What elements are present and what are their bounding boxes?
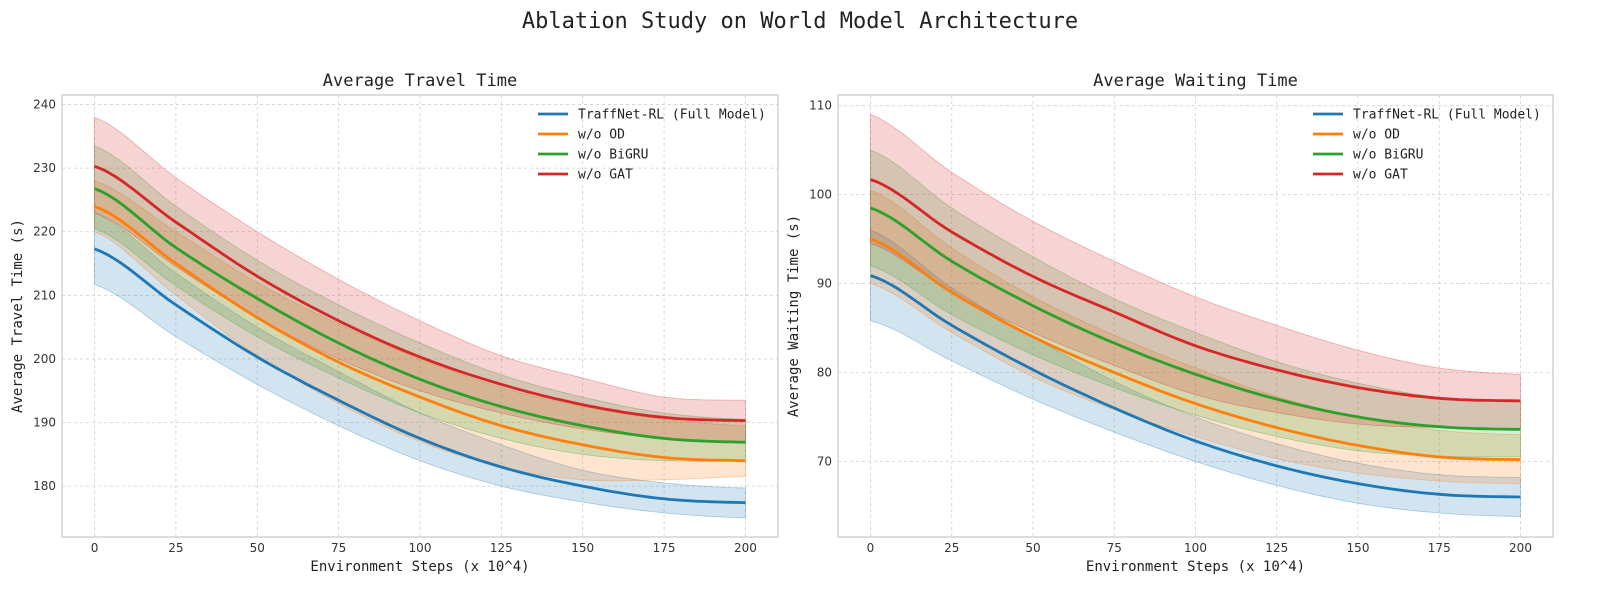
x-axis-label: Environment Steps (x 10^4) bbox=[1086, 559, 1305, 575]
y-tick-label: 180 bbox=[33, 479, 56, 493]
legend-label: w/o BiGRU bbox=[1353, 148, 1423, 163]
y-tick-label: 110 bbox=[809, 99, 832, 113]
x-tick-label: 75 bbox=[1107, 541, 1122, 555]
x-axis-label: Environment Steps (x 10^4) bbox=[310, 559, 529, 575]
confidence-band bbox=[870, 189, 1521, 485]
legend-label: w/o BiGRU bbox=[578, 148, 648, 163]
x-tick-label: 100 bbox=[1184, 541, 1207, 555]
x-tick-label: 150 bbox=[571, 541, 594, 555]
y-tick-label: 190 bbox=[33, 416, 56, 430]
grid bbox=[62, 95, 778, 537]
grid bbox=[838, 95, 1553, 537]
y-axis-label: Average Waiting Time (s) bbox=[786, 215, 802, 417]
x-tick-label: 125 bbox=[1265, 541, 1288, 555]
confidence-band bbox=[94, 212, 746, 519]
x-tick-label: 175 bbox=[1428, 541, 1451, 555]
x-tick-label: 125 bbox=[490, 541, 513, 555]
x-tick-label: 25 bbox=[168, 541, 183, 555]
y-tick-label: 210 bbox=[33, 288, 56, 302]
x-tick-label: 200 bbox=[734, 541, 757, 555]
panel-title: Average Waiting Time bbox=[1093, 71, 1298, 91]
y-tick-label: 220 bbox=[33, 225, 56, 239]
y-tick-label: 240 bbox=[33, 98, 56, 112]
plot-area bbox=[93, 116, 746, 519]
confidence-band bbox=[870, 149, 1521, 458]
y-tick-label: 100 bbox=[809, 188, 832, 202]
y-tick-label: 230 bbox=[33, 161, 56, 175]
confidence-band bbox=[94, 180, 746, 482]
panel-title: Average Travel Time bbox=[323, 71, 517, 91]
x-tick-label: 50 bbox=[250, 541, 265, 555]
legend-label: w/o OD bbox=[578, 128, 625, 143]
waiting-time-panel: 0 25 50 75 100 125 150 175 200 70 80 90 100 110 Averag… bbox=[786, 71, 1554, 575]
series-line bbox=[93, 205, 746, 463]
y-tick-label: 70 bbox=[817, 454, 832, 468]
axes-frame bbox=[837, 94, 1554, 538]
legend-label: TraffNet-RL (Full Model) bbox=[578, 108, 766, 123]
series-line bbox=[93, 187, 746, 444]
series-line bbox=[870, 274, 1521, 499]
x-tick-label: 50 bbox=[1025, 541, 1040, 555]
figure-title: Ablation Study on World Model Architectu… bbox=[522, 9, 1078, 34]
x-tick-label: 0 bbox=[91, 541, 99, 555]
series-line bbox=[869, 206, 1521, 431]
confidence-band bbox=[870, 229, 1521, 517]
legend-label: w/o OD bbox=[1353, 128, 1400, 143]
series-line bbox=[93, 164, 746, 422]
legend: TraffNet-RL (Full Model) w/o OD w/o BiGRU w… bbox=[1313, 108, 1541, 183]
travel-time-panel: 0 25 50 75 100 125 150 175 200 180 190 200 210 220 230… bbox=[10, 71, 779, 575]
x-tick-label: 200 bbox=[1509, 541, 1532, 555]
x-tick-label: 150 bbox=[1347, 541, 1370, 555]
plot-area bbox=[869, 114, 1521, 517]
x-tick-label: 175 bbox=[653, 541, 676, 555]
y-tick-label: 200 bbox=[33, 352, 56, 366]
axes-frame bbox=[61, 94, 779, 538]
x-tick-label: 100 bbox=[409, 541, 432, 555]
x-tick-label: 25 bbox=[944, 541, 959, 555]
y-tick-label: 80 bbox=[817, 365, 832, 379]
x-tick-label: 0 bbox=[867, 541, 875, 555]
legend-label: TraffNet-RL (Full Model) bbox=[1353, 108, 1541, 123]
y-tick-label: 90 bbox=[817, 277, 832, 291]
y-axis-label: Average Travel Time (s) bbox=[10, 219, 26, 413]
series-line bbox=[870, 237, 1521, 461]
legend-label: w/o GAT bbox=[1353, 168, 1408, 183]
legend: TraffNet-RL (Full Model) w/o OD w/o BiGRU w… bbox=[538, 108, 766, 183]
series-line bbox=[93, 247, 746, 505]
legend-label: w/o GAT bbox=[578, 168, 633, 183]
x-tick-label: 75 bbox=[331, 541, 346, 555]
series-line bbox=[870, 178, 1521, 403]
